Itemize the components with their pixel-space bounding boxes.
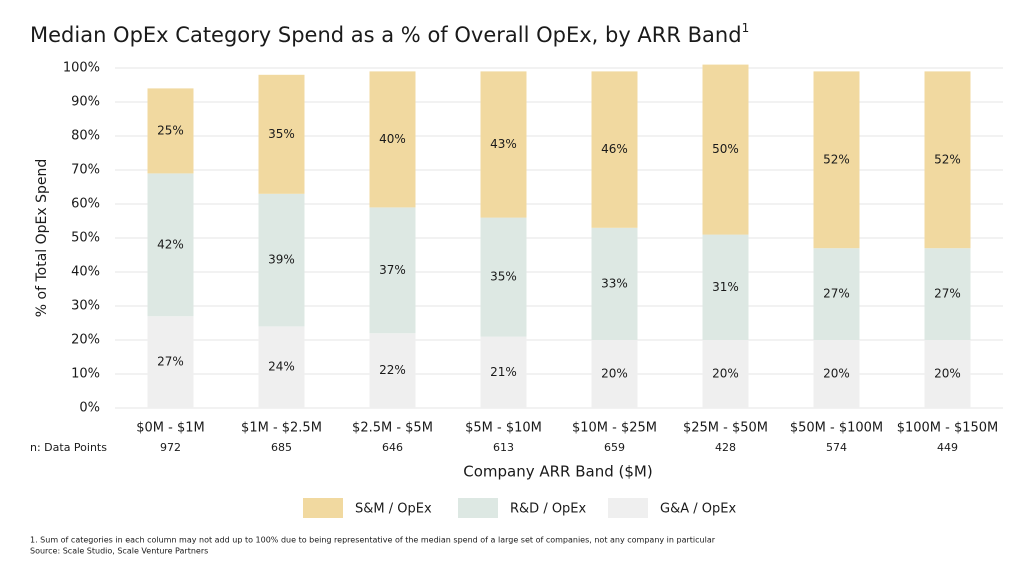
bar-segment [258, 74, 305, 194]
value-label: 50% [712, 142, 739, 156]
bar-segment [924, 248, 971, 340]
value-label: 22% [379, 363, 406, 377]
y-tick-label: 50% [71, 231, 100, 246]
data-points-label: n: Data Points [30, 441, 107, 454]
bar-segment [813, 340, 860, 408]
value-label: 25% [157, 123, 184, 137]
x-tick-label: $10M - $25M [572, 421, 657, 436]
x-tick-label: $100M - $150M [897, 421, 999, 436]
data-points-value: 685 [271, 441, 292, 454]
data-points-value: 428 [715, 441, 736, 454]
bar-segment [591, 71, 638, 228]
x-tick-label: $50M - $100M [790, 421, 883, 436]
data-points-value: 449 [937, 441, 958, 454]
y-tick-label: 60% [71, 197, 100, 212]
value-label: 20% [823, 367, 850, 381]
y-tick-label: 30% [71, 299, 100, 314]
legend-label: R&D / OpEx [510, 502, 587, 517]
chart-title: Median OpEx Category Spend as a % of Ove… [30, 21, 749, 48]
bar-segment [147, 316, 194, 408]
y-tick-label: 70% [71, 163, 100, 178]
bar-segment [591, 227, 638, 340]
value-label: 20% [712, 367, 739, 381]
value-label: 33% [601, 276, 628, 290]
bar-segment [147, 173, 194, 317]
bar-segment [480, 71, 527, 218]
value-label: 40% [379, 132, 406, 146]
bar-segment [702, 234, 749, 340]
bar-segment [369, 207, 416, 334]
bar-segment [258, 193, 305, 327]
bar-segment [480, 217, 527, 337]
bar-segment [369, 333, 416, 408]
value-label: 20% [601, 367, 628, 381]
value-label: 42% [157, 237, 184, 251]
title-text: Median OpEx Category Spend as a % of Ove… [30, 23, 742, 47]
value-label: 46% [601, 142, 628, 156]
bar-segment [591, 340, 638, 408]
value-label: 39% [268, 253, 295, 267]
value-label: 24% [268, 360, 295, 374]
bar-segment [702, 340, 749, 408]
data-points-value: 972 [160, 441, 181, 454]
y-tick-label: 80% [71, 129, 100, 144]
x-tick-label: $2.5M - $5M [352, 421, 433, 436]
x-tick-label: $25M - $50M [683, 421, 768, 436]
value-label: 35% [268, 127, 295, 141]
legend-swatch [608, 498, 648, 518]
value-label: 20% [934, 367, 961, 381]
x-tick-label: $1M - $2.5M [241, 421, 322, 436]
data-points-value: 613 [493, 441, 514, 454]
value-label: 27% [823, 287, 850, 301]
y-tick-label: 90% [71, 95, 100, 110]
bar-segment [813, 71, 860, 249]
legend-swatch [303, 498, 343, 518]
value-label: 37% [379, 263, 406, 277]
bar-segment [813, 248, 860, 340]
x-tick-label: $5M - $10M [465, 421, 542, 436]
data-points-value: 646 [382, 441, 403, 454]
footnote: 1. Sum of categories in each column may … [30, 536, 716, 545]
data-points-value: 659 [604, 441, 625, 454]
value-label: 21% [490, 365, 517, 379]
legend-label: G&A / OpEx [660, 502, 736, 517]
bar-segment [702, 64, 749, 235]
legend-label: S&M / OpEx [355, 502, 432, 517]
bar-segment [480, 336, 527, 408]
title-superscript: 1 [742, 21, 750, 35]
data-points-value: 574 [826, 441, 847, 454]
y-tick-label: 10% [71, 367, 100, 382]
y-axis-title: % of Total OpEx Spend [34, 159, 50, 317]
bar-segment [369, 71, 416, 208]
y-tick-label: 0% [79, 401, 100, 416]
value-label: 43% [490, 137, 517, 151]
y-tick-label: 20% [71, 333, 100, 348]
value-label: 52% [823, 152, 850, 166]
bar-segment [258, 326, 305, 408]
value-label: 31% [712, 280, 739, 294]
bar-segment [147, 88, 194, 174]
y-tick-label: 100% [63, 61, 100, 76]
y-tick-label: 40% [71, 265, 100, 280]
value-label: 35% [490, 270, 517, 284]
value-label: 27% [157, 355, 184, 369]
x-tick-label: $0M - $1M [136, 421, 204, 436]
source: Source: Scale Studio, Scale Venture Part… [30, 547, 208, 556]
legend-swatch [458, 498, 498, 518]
value-label: 52% [934, 152, 961, 166]
bar-segment [924, 71, 971, 249]
value-label: 27% [934, 287, 961, 301]
bar-segment [924, 340, 971, 408]
x-axis-title: Company ARR Band ($M) [463, 463, 652, 481]
